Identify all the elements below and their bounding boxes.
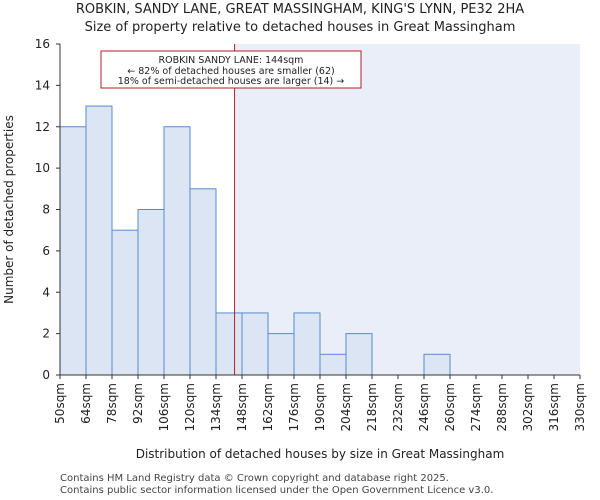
x-tick-label: 134sqm [209, 383, 223, 431]
bar-120sqm [189, 188, 217, 376]
x-tick-label: 148sqm [235, 383, 249, 431]
x-tick-label: 120sqm [183, 383, 197, 431]
bar-64sqm [85, 105, 113, 376]
x-tick-label: 204sqm [339, 383, 353, 431]
x-tick-label: 64sqm [79, 383, 93, 424]
x-axis-label: Distribution of detached houses by size … [136, 447, 505, 461]
y-tick-label: 2 [42, 327, 50, 341]
y-axis-label: Number of detached properties [2, 115, 16, 304]
x-tick-label: 316sqm [547, 383, 561, 431]
x-tick-label: 176sqm [287, 383, 301, 431]
x-tick-label: 302sqm [521, 383, 535, 431]
x-tick-label: 78sqm [105, 383, 119, 424]
y-tick-label: 12 [35, 120, 50, 134]
bar-134sqm [215, 312, 243, 376]
bar-190sqm [319, 353, 347, 376]
bar-92sqm [137, 209, 165, 376]
y-tick-label: 14 [35, 78, 50, 92]
bar-106sqm [163, 126, 191, 376]
x-tick-label: 330sqm [573, 383, 587, 431]
bar-148sqm [241, 312, 269, 376]
y-tick-label: 16 [35, 37, 50, 51]
x-tick-label: 190sqm [313, 383, 327, 431]
x-tick-label: 218sqm [365, 383, 379, 431]
x-tick-label: 232sqm [391, 383, 405, 431]
x-tick-label: 246sqm [417, 383, 431, 431]
x-tick-label: 50sqm [53, 383, 67, 424]
y-tick-label: 6 [42, 244, 50, 258]
bar-50sqm [59, 126, 87, 376]
x-tick-label: 260sqm [443, 383, 457, 431]
y-tick-label: 8 [42, 203, 50, 217]
x-tick-label: 274sqm [469, 383, 483, 431]
bar-246sqm [423, 353, 451, 376]
larger-properties-region [234, 44, 581, 375]
footer-licence: Contains public sector information licen… [60, 485, 494, 496]
annotation-title: ROBKIN SANDY LANE: 144sqm [159, 55, 304, 66]
x-tick-label: 288sqm [495, 383, 509, 431]
bar-176sqm [293, 312, 321, 376]
bar-78sqm [111, 229, 139, 376]
y-tick-label: 10 [35, 161, 50, 175]
chart-title: ROBKIN, SANDY LANE, GREAT MASSINGHAM, KI… [75, 2, 525, 17]
annotation-box [100, 50, 362, 89]
x-tick-label: 92sqm [131, 383, 145, 424]
chart-subtitle: Size of property relative to detached ho… [84, 20, 516, 35]
footer-copyright: Contains HM Land Registry data © Crown c… [60, 473, 449, 484]
annotation-larger: 18% of semi-detached houses are larger (… [118, 76, 345, 87]
bar-204sqm [345, 333, 373, 376]
x-tick-label: 162sqm [261, 383, 275, 431]
annotation-smaller: ← 82% of detached houses are smaller (62… [127, 66, 334, 77]
y-tick-label: 0 [42, 368, 50, 382]
y-tick-label: 4 [42, 285, 50, 299]
x-tick-label: 106sqm [157, 383, 171, 431]
bar-162sqm [267, 333, 295, 376]
